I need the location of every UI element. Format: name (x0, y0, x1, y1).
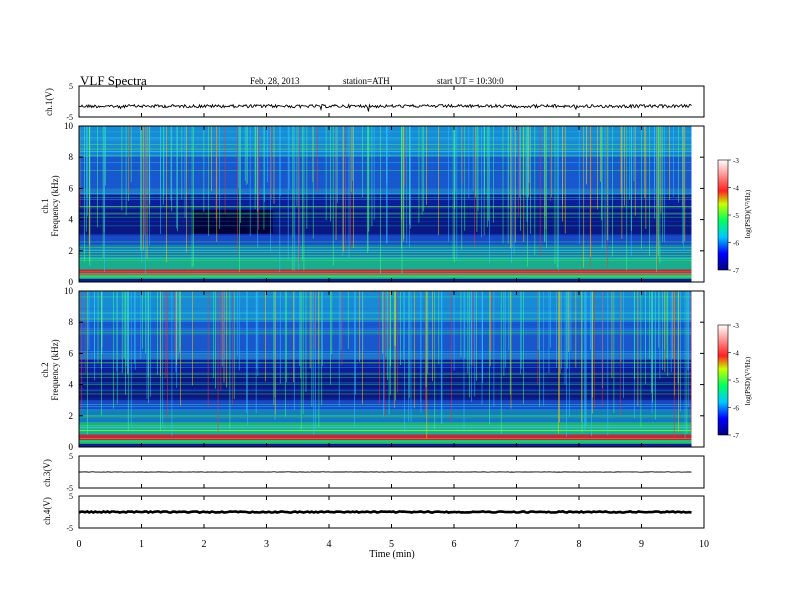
station-label: station=ATH (343, 76, 390, 86)
ch3-waveform-plot (78, 455, 705, 489)
ch1-spectrogram-ytick-label-4: 8 (69, 152, 74, 162)
x-tick-label-5: 5 (389, 539, 394, 550)
ch2-spectrogram-ytick-label-2: 4 (69, 380, 74, 390)
ch1-waveform-ytick-label-1: -5 (66, 113, 73, 122)
ch1-ylabel-channel: ch.1 (40, 198, 50, 213)
ch1-spectrogram-band-2 (79, 188, 692, 195)
ch2-ylabel-frequency: Frequency (kHz) (50, 339, 60, 400)
ch1-spectrogram-colorbar (717, 159, 729, 271)
ch1-spectrogram-band-4 (79, 235, 692, 245)
ch1-waveform-frame (78, 85, 705, 118)
ch1-spectrogram-ytick-label-5: 10 (64, 121, 74, 131)
ch2-spectrogram-band-0 (79, 291, 692, 323)
x-tick-label-2: 2 (202, 539, 207, 550)
ch2-spectrogram-ytick-label-5: 10 (64, 286, 74, 296)
ch2-spectrogram-band-1 (79, 322, 692, 354)
ch4-waveform-ytick-label-0: 5 (69, 492, 73, 501)
ch2-spectrogram-band-7 (79, 434, 692, 440)
start-time-label: start UT = 10:30:0 (437, 76, 504, 86)
ch1-spectrogram-band-9 (79, 278, 692, 282)
ch2-spectrogram-ytick-label-0: 0 (69, 442, 74, 452)
colorbar1-label: log(PSD)(V²/Hz) (744, 189, 752, 238)
ch2-spectrogram-band-6 (79, 422, 692, 435)
x-tick-label-6: 6 (452, 539, 457, 550)
ch1-spectrogram-quiet-region (191, 210, 273, 234)
ch2-spectrogram-heatmap (78, 290, 729, 448)
ch3-waveform-ylabel: ch.3(V) (42, 459, 52, 487)
ch1-spectrogram-band-0 (79, 126, 692, 158)
ch1-waveform-ytick-label-0: 5 (69, 82, 73, 91)
x-tick-label-8: 8 (577, 539, 582, 550)
ch2-spectrogram-ytick-label-1: 2 (69, 411, 74, 421)
ch1-waveform-ylabel: ch.1(V) (44, 88, 54, 116)
ch4-waveform-ytick-label-1: -5 (66, 524, 73, 533)
ch1-spectrogram-colorbar-tick-label-0: -3 (733, 157, 739, 165)
ch4-waveform-trace (78, 509, 692, 514)
ch1-spectrogram-colorbar-tick-label-4: -7 (733, 267, 739, 275)
ch2-spectrogram-band-2 (79, 353, 692, 360)
ch3-waveform-ytick-label-1: -5 (66, 484, 73, 493)
ch4-waveform-plot (78, 495, 705, 529)
ch2-spectrogram-band-9 (79, 443, 692, 447)
ch2-spectrogram-colorbar-tick-label-2: -5 (733, 377, 739, 385)
ch2-spectrogram-band-4 (79, 400, 692, 410)
ch2-spectrogram-ytick-label-3: 6 (69, 348, 74, 358)
x-tick-label-10: 10 (699, 539, 709, 550)
ch1-waveform-plot (78, 85, 705, 118)
ch1-spectrogram-colorbar-tick-label-3: -6 (733, 240, 739, 248)
x-tick-label-4: 4 (327, 539, 332, 550)
ch3-waveform-ytick-label-0: 5 (69, 452, 73, 461)
ch1-spectrogram-ytick-label-0: 0 (69, 277, 74, 287)
ch1-ylabel-frequency: Frequency (kHz) (50, 175, 60, 236)
ch1-spectrogram-band-6 (79, 257, 692, 270)
x-tick-label-9: 9 (639, 539, 644, 550)
ch2-spectrogram-colorbar-tick-label-1: -4 (733, 350, 739, 358)
chart-title: VLF Spectra (80, 73, 147, 88)
ch4-waveform-ylabel: ch.4(V) (42, 497, 52, 525)
ch2-spectrogram-colorbar-tick-label-3: -6 (733, 405, 739, 413)
ch1-waveform-trace (79, 103, 692, 112)
ch1-spectrogram-colorbar-tick-label-1: -4 (733, 185, 739, 193)
date-label: Feb. 28, 2013 (250, 76, 300, 86)
colorbar2-label: log(PSD)(V²/Hz) (744, 356, 752, 405)
ch2-spectrogram-band-8 (79, 439, 692, 444)
x-tick-label-1: 1 (139, 539, 144, 550)
ch1-spectrogram-colorbar-tick-label-2: -5 (733, 212, 739, 220)
ch2-spectrogram-colorbar (717, 324, 729, 436)
ch1-spectrogram-band-7 (79, 269, 692, 275)
ch1-spectrogram-ytick-label-1: 2 (69, 246, 74, 256)
x-axis-label: Time (min) (369, 549, 414, 560)
ch2-spectrogram-band-3 (79, 372, 692, 401)
ch1-spectrogram-ytick-label-2: 4 (69, 215, 74, 225)
chart-marks: 5-50246810-3-4-5-6-70246810-3-4-5-6-75-5… (64, 82, 739, 550)
ch2-spectrogram-colorbar-tick-label-0: -3 (733, 322, 739, 330)
ch2-ylabel-channel: ch.2 (40, 362, 50, 377)
x-tick-label-0: 0 (77, 539, 82, 550)
ch1-spectrogram-heatmap (78, 125, 729, 283)
ch2-spectrogram-colorbar-tick-label-4: -7 (733, 432, 739, 440)
ch1-spectrogram-ytick-label-3: 6 (69, 183, 74, 193)
ch2-spectrogram-ytick-label-4: 8 (69, 317, 74, 327)
x-tick-label-3: 3 (264, 539, 269, 550)
x-tick-label-7: 7 (514, 539, 519, 550)
